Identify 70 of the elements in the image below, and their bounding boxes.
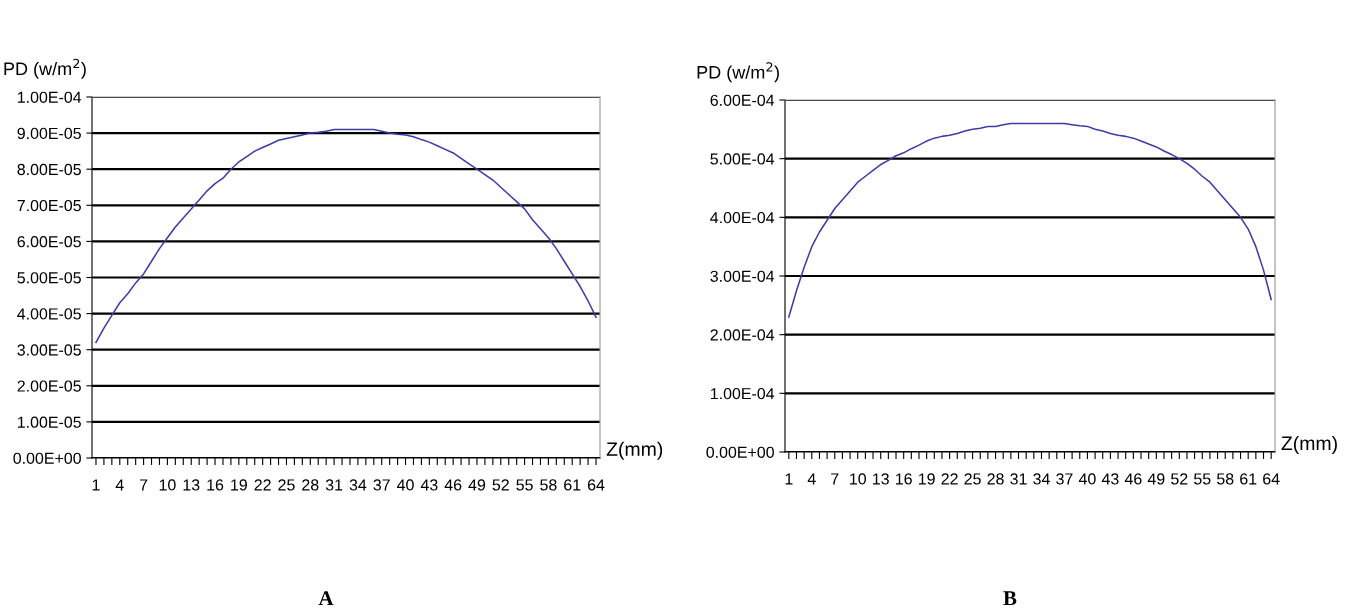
x-tick-label: 4 bbox=[115, 479, 124, 491]
x-tick-label: 7 bbox=[831, 473, 839, 485]
x-tick-label: 49 bbox=[1147, 473, 1165, 485]
x-tick-label: 16 bbox=[207, 479, 224, 491]
x-tick-label: 40 bbox=[397, 479, 414, 491]
x-tick-label: 58 bbox=[1216, 473, 1234, 485]
x-tick-label: 19 bbox=[231, 479, 247, 491]
line-series bbox=[788, 122, 1272, 318]
x-axis-title: Z(mm) bbox=[1281, 435, 1337, 455]
y-tick-label: 1.00E-05 bbox=[17, 416, 81, 428]
x-tick-label: 4 bbox=[807, 473, 816, 485]
y-tick-label: 3.00E-04 bbox=[710, 270, 775, 282]
x-tick-label: 37 bbox=[373, 479, 390, 491]
y-tick-label: 3.00E-05 bbox=[17, 344, 81, 356]
y-axis-title: PD (w/m$^{2}$) bbox=[697, 62, 779, 83]
y-tick-label: 0.00E+00 bbox=[706, 446, 774, 458]
x-tick-label: 52 bbox=[1171, 473, 1188, 485]
y-tick-label: 2.00E-04 bbox=[710, 329, 775, 341]
y-tick-label: 4.00E-04 bbox=[710, 211, 775, 224]
y-tick-label: 0.00E+00 bbox=[13, 452, 81, 464]
x-tick-label: 34 bbox=[349, 479, 367, 491]
x-tick-label: 31 bbox=[325, 479, 343, 491]
x-tick-label: 52 bbox=[492, 479, 509, 491]
x-tick-label: 43 bbox=[1101, 473, 1119, 485]
x-tick-label: 13 bbox=[183, 479, 200, 491]
x-tick-label: 55 bbox=[516, 479, 533, 491]
x-tick-label: 34 bbox=[1033, 473, 1050, 485]
x-tick-label: 7 bbox=[139, 479, 148, 491]
x-tick-label: 61 bbox=[1240, 473, 1257, 485]
x-tick-label: 16 bbox=[896, 473, 912, 485]
x-tick-label: 55 bbox=[1194, 473, 1211, 485]
y-tick-label: 7.00E-05 bbox=[17, 199, 81, 212]
x-tick-label: 13 bbox=[873, 473, 889, 485]
y-tick-label: 1.00E-04 bbox=[710, 387, 775, 400]
y-tick-label: 6.00E-04 bbox=[710, 94, 775, 106]
x-tick-label: 31 bbox=[1010, 473, 1027, 485]
x-tick-label: 1 bbox=[785, 473, 793, 485]
y-tick-label: 4.00E-05 bbox=[17, 308, 81, 320]
x-tick-label: 10 bbox=[850, 473, 866, 485]
y-tick-label: 6.00E-05 bbox=[17, 236, 81, 248]
x-tick-label: 49 bbox=[468, 479, 486, 491]
y-tick-label: 5.00E-05 bbox=[17, 272, 81, 284]
text: B bbox=[1003, 591, 1017, 606]
y-tick-label: 8.00E-05 bbox=[17, 163, 81, 176]
y-tick-label: 5.00E-04 bbox=[710, 153, 775, 165]
x-tick-label: 43 bbox=[420, 479, 438, 491]
line-series bbox=[95, 128, 597, 344]
x-tick-label: 64 bbox=[587, 479, 605, 491]
x-tick-label: 25 bbox=[278, 479, 295, 491]
x-tick-label: 28 bbox=[987, 473, 1004, 485]
x-tick-label: 61 bbox=[564, 479, 581, 491]
y-tick-label: 1.00E-04 bbox=[17, 91, 82, 103]
y-tick-label: 2.00E-05 bbox=[17, 380, 81, 392]
x-tick-label: 64 bbox=[1263, 473, 1280, 485]
text: A bbox=[318, 591, 334, 606]
x-tick-label: 28 bbox=[302, 479, 319, 491]
x-tick-label: 58 bbox=[540, 479, 557, 491]
y-axis-title: PD (w/m$^{2}$) bbox=[4, 58, 86, 79]
x-tick-label: 1 bbox=[92, 479, 100, 491]
x-axis-title: Z(mm) bbox=[606, 441, 663, 460]
x-tick-label: 19 bbox=[918, 473, 935, 485]
x-tick-label: 40 bbox=[1078, 473, 1096, 485]
y-tick-label: 9.00E-05 bbox=[17, 127, 81, 140]
x-tick-label: 10 bbox=[159, 479, 176, 491]
x-tick-label: 22 bbox=[941, 473, 958, 485]
x-tick-label: 25 bbox=[964, 473, 981, 485]
x-tick-label: 37 bbox=[1056, 473, 1073, 485]
x-tick-label: 22 bbox=[254, 479, 271, 491]
x-tick-label: 46 bbox=[1124, 473, 1142, 485]
x-tick-label: 46 bbox=[444, 479, 462, 491]
